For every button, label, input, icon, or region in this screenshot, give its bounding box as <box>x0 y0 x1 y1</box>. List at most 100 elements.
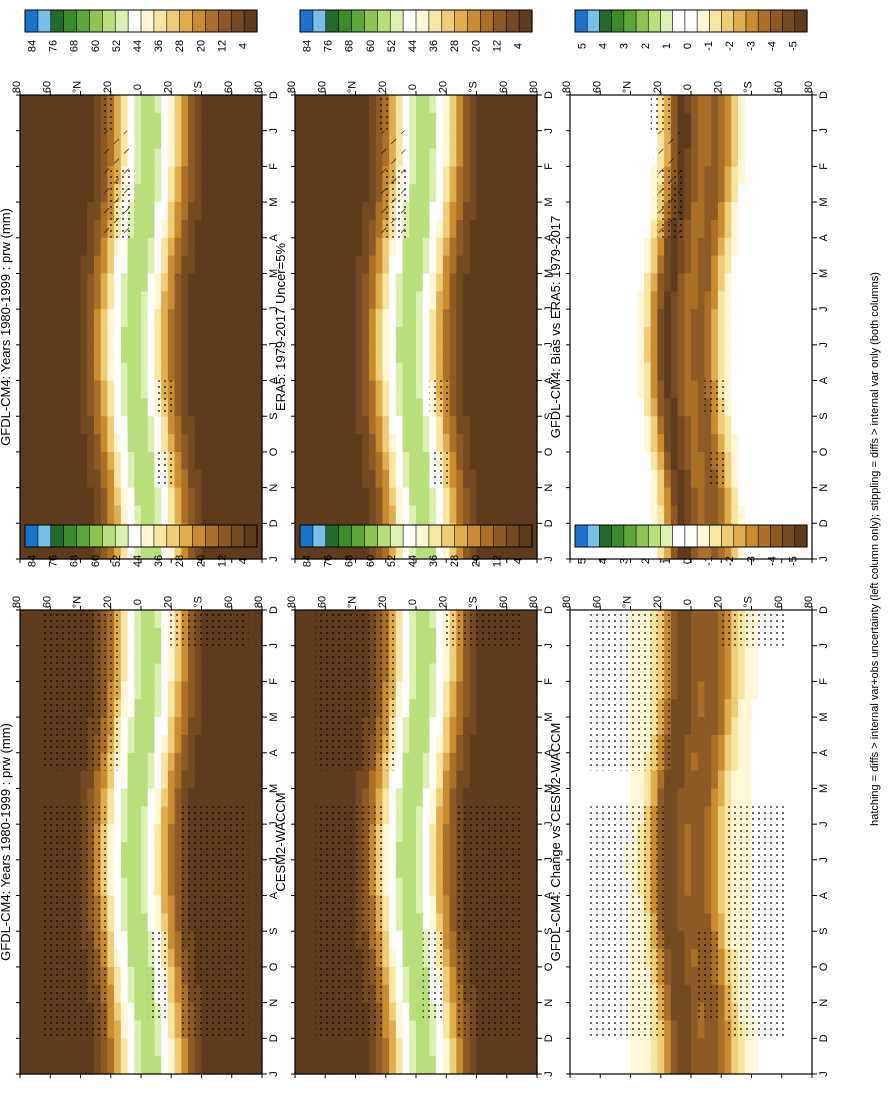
field-cell <box>134 309 142 328</box>
field-cell <box>530 487 538 507</box>
field-cell <box>46 416 55 435</box>
field-cell <box>301 380 310 399</box>
field-cell <box>154 734 162 754</box>
field-cell <box>342 166 350 185</box>
field-cell <box>677 130 685 150</box>
field-cell <box>154 148 162 167</box>
field-cell <box>321 130 330 150</box>
field-cell <box>221 95 229 114</box>
field-cell <box>167 219 176 239</box>
field-cell <box>181 309 189 328</box>
field-cell <box>33 1038 41 1057</box>
field-cell <box>409 734 417 754</box>
field-cell <box>161 824 169 843</box>
field-cell <box>483 469 491 489</box>
field-cell <box>496 451 504 471</box>
field-cell <box>141 541 149 560</box>
field-cell <box>147 627 156 647</box>
field-cell <box>201 469 209 489</box>
field-cell <box>255 434 263 453</box>
field-cell <box>530 219 538 239</box>
field-cell <box>174 344 182 364</box>
field-cell <box>114 327 122 346</box>
field-cell <box>422 184 431 203</box>
field-cell <box>483 309 491 328</box>
field-cell <box>489 273 498 292</box>
field-cell <box>724 398 732 417</box>
field-cell <box>583 184 591 203</box>
field-cell <box>395 380 404 399</box>
field-cell <box>429 487 437 507</box>
field-cell <box>570 202 578 221</box>
field-cell <box>241 273 250 292</box>
field-cell <box>154 824 162 843</box>
field-cell <box>147 184 156 203</box>
field-cell <box>409 202 417 221</box>
field-cell <box>530 184 538 203</box>
field-cell <box>214 309 223 328</box>
field-cell <box>603 398 611 417</box>
field-cell <box>436 273 444 292</box>
field-cell <box>26 112 35 132</box>
field-cell <box>248 112 256 132</box>
field-cell <box>20 469 28 489</box>
field-cell <box>208 434 216 453</box>
field-cell <box>67 130 75 150</box>
field-cell <box>476 541 484 560</box>
month-label: J <box>543 857 555 863</box>
field-cell <box>583 95 591 114</box>
field-cell <box>570 219 578 239</box>
field-cell <box>744 344 753 364</box>
field-cell <box>120 1020 129 1039</box>
field-cell <box>476 663 484 682</box>
field-cell <box>416 806 424 825</box>
field-cell <box>208 788 216 807</box>
field-cell <box>73 202 82 221</box>
field-cell <box>389 237 397 257</box>
field-cell <box>684 362 692 382</box>
field-cell <box>335 130 343 150</box>
field-cell <box>530 237 538 257</box>
field-cell <box>127 237 135 257</box>
field-cell <box>530 523 538 542</box>
field-cell <box>147 291 156 310</box>
field-cell <box>26 434 35 453</box>
field-cell <box>134 895 142 914</box>
field-cell <box>120 788 129 807</box>
field-cell <box>643 112 652 132</box>
field-cell <box>623 95 632 114</box>
field-cell <box>375 273 383 292</box>
field-cell <box>208 717 216 736</box>
field-cell <box>610 380 618 399</box>
field-cell <box>416 451 424 471</box>
field-cell <box>228 112 236 132</box>
field-cell <box>449 309 457 328</box>
field-cell <box>711 505 719 524</box>
field-cell <box>483 202 491 221</box>
field-cell <box>154 95 162 114</box>
field-cell <box>161 434 169 453</box>
field-cell <box>221 770 229 790</box>
field-cell <box>402 824 410 843</box>
field-cell <box>167 273 176 292</box>
field-cell <box>711 255 719 275</box>
field-cell <box>161 1038 169 1057</box>
field-cell <box>221 112 229 132</box>
lat-label: °S <box>468 596 480 608</box>
field-cell <box>53 487 61 507</box>
field-cell <box>449 112 457 132</box>
field-cell <box>235 434 243 453</box>
field-cell <box>295 148 303 167</box>
field-cell <box>429 237 437 257</box>
colorbar-label: 52 <box>386 555 398 567</box>
field-cell <box>228 788 236 807</box>
field-cell <box>308 291 316 310</box>
field-cell <box>510 202 518 221</box>
field-cell <box>503 273 511 292</box>
lat-label: 80 <box>253 596 265 608</box>
field-cell <box>576 112 585 132</box>
field-cell <box>167 184 176 203</box>
field-cell <box>469 770 478 790</box>
month-label: D <box>543 1034 555 1042</box>
field-cell <box>657 434 665 453</box>
